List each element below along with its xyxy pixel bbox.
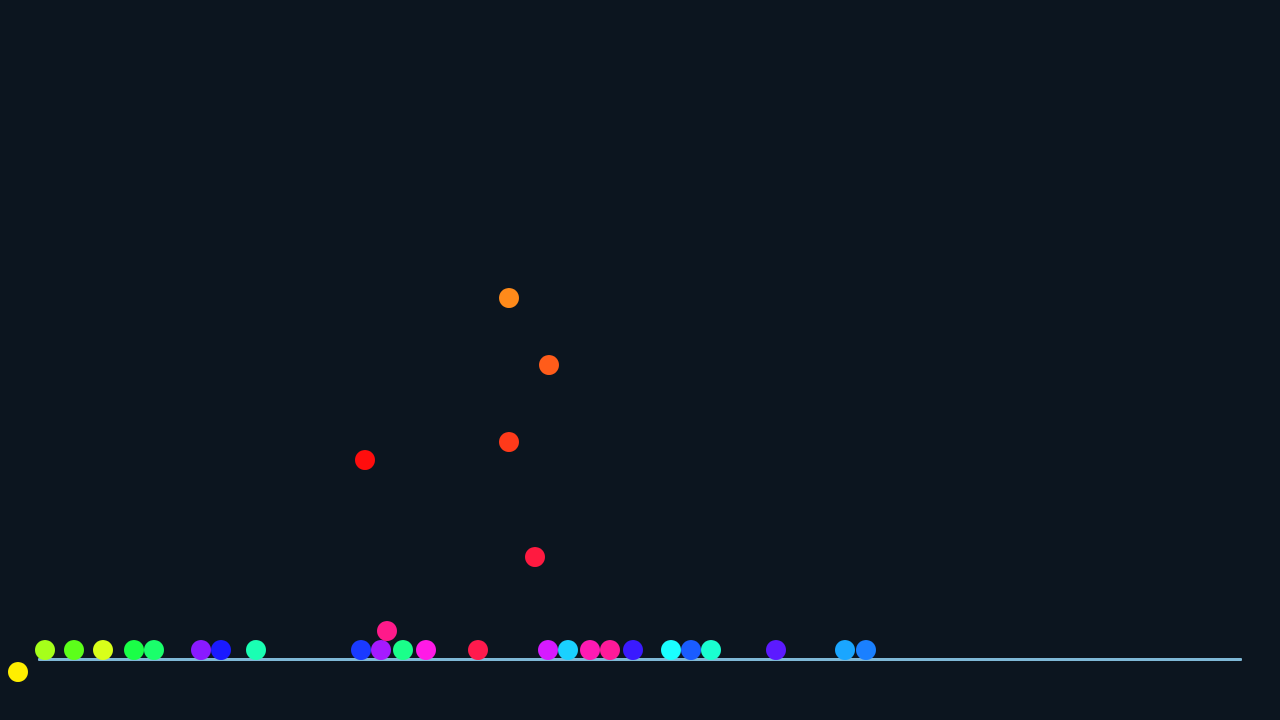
ball [499,288,519,308]
ball [8,662,28,682]
ball [93,640,113,660]
ball [538,640,558,660]
ball [377,621,397,641]
ball [64,640,84,660]
ball [600,640,620,660]
ball [393,640,413,660]
ball [371,640,391,660]
ball [835,640,855,660]
ball [539,355,559,375]
ball [144,640,164,660]
ball [416,640,436,660]
ball [623,640,643,660]
ball [661,640,681,660]
ball [856,640,876,660]
ball [499,432,519,452]
ball [580,640,600,660]
ball [351,640,371,660]
ball [124,640,144,660]
ball [766,640,786,660]
ball [681,640,701,660]
ball [558,640,578,660]
ball [191,640,211,660]
ball [701,640,721,660]
ball [525,547,545,567]
ball [246,640,266,660]
ball [355,450,375,470]
ball [35,640,55,660]
ground-line [38,658,1242,661]
ball [211,640,231,660]
ball [468,640,488,660]
